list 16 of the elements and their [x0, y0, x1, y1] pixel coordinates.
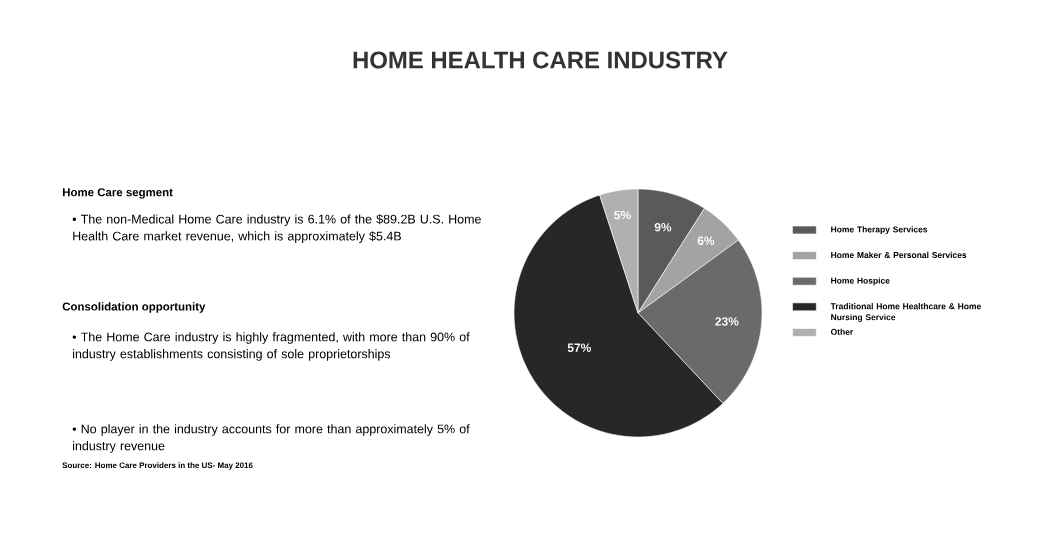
- legend-label: Home Therapy Services: [831, 226, 928, 235]
- data-label: 6%: [697, 236, 715, 245]
- legend-label: Home Hospice: [831, 277, 890, 286]
- text: • The Home Care industry is highly fragmented, with more than 90% of industry establishments consisting of sole proprietorships: [72, 332, 470, 361]
- text: Home Care segment: [62, 188, 173, 199]
- data-label: 9%: [654, 223, 672, 232]
- data-label: 5%: [614, 210, 631, 220]
- text: • No player in the industry accounts for more than approximately 5% of industry revenue: [72, 424, 470, 453]
- legend-label: Home Maker & Personal Services: [831, 251, 967, 259]
- data-label: 57%: [567, 343, 591, 352]
- legend-label: Traditional Home Healthcare & Home Nursing Service: [830, 303, 981, 322]
- text: Consolidation opportunity: [62, 302, 206, 313]
- text: • The non-Medical Home Care industry is 6.1% of the $89.2B U.S. Home Health Care market revenue, which is approximately $5.4B: [72, 214, 481, 243]
- legend-label: Other: [830, 328, 854, 335]
- chart-title: HOME HEALTH CARE INDUSTRY: [353, 51, 728, 69]
- data-label: 23%: [715, 317, 739, 326]
